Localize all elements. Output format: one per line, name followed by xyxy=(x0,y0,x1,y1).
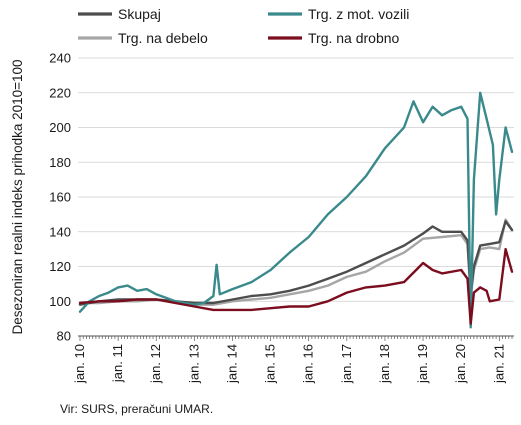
y-tick-label: 100 xyxy=(49,294,71,309)
y-tick-label: 180 xyxy=(49,155,71,170)
x-tick-label: jan. 11 xyxy=(110,344,125,383)
axes: 80 100 120 140 160 180 200 220 240 jan. 10 jan. 11… xyxy=(49,51,514,384)
legend-label-skupaj: Skupaj xyxy=(118,6,161,22)
x-tick-label: jan. 10 xyxy=(72,344,87,384)
y-tick-label: 220 xyxy=(49,85,71,100)
series-line-trg-na-drobno xyxy=(78,247,514,325)
y-tick-label: 240 xyxy=(49,51,71,66)
x-tick-label: jan. 19 xyxy=(415,344,430,384)
x-tick-label: jan. 15 xyxy=(263,344,278,384)
legend-label-trg-na-drobno: Trg. na drobno xyxy=(308,30,400,46)
y-tick-label: 140 xyxy=(49,224,71,239)
legend-label-trg-na-debelo: Trg. na debelo xyxy=(118,30,208,46)
legend: Skupaj Trg. z mot. vozili Trg. na debelo Tr… xyxy=(78,6,409,46)
y-tick-label: 80 xyxy=(57,329,71,344)
x-tick-label: jan. 16 xyxy=(301,344,316,384)
x-tick-label: jan. 17 xyxy=(339,344,354,384)
x-tick-label: jan. 13 xyxy=(186,344,201,384)
legend-label-trg-z-mot-vozili: Trg. z mot. vozili xyxy=(308,6,409,22)
y-axis-title: Desezoniran realni indeks prihodka 2010=… xyxy=(10,59,25,334)
source-note: Vir: SURS, preračuni UMAR. xyxy=(60,402,214,416)
series-lines xyxy=(78,91,514,329)
x-tick-label: jan. 20 xyxy=(453,344,468,384)
y-tick-label: 160 xyxy=(49,190,71,205)
y-tick-label: 120 xyxy=(49,259,71,274)
series-line-trg-z-mot-vozili xyxy=(78,91,514,329)
x-tick-label: jan. 12 xyxy=(148,344,163,384)
x-tick-label: jan. 18 xyxy=(377,344,392,384)
x-tick-label: jan. 14 xyxy=(224,344,239,384)
y-tick-label: 200 xyxy=(49,120,71,135)
x-tick-label: jan. 21 xyxy=(491,344,506,384)
